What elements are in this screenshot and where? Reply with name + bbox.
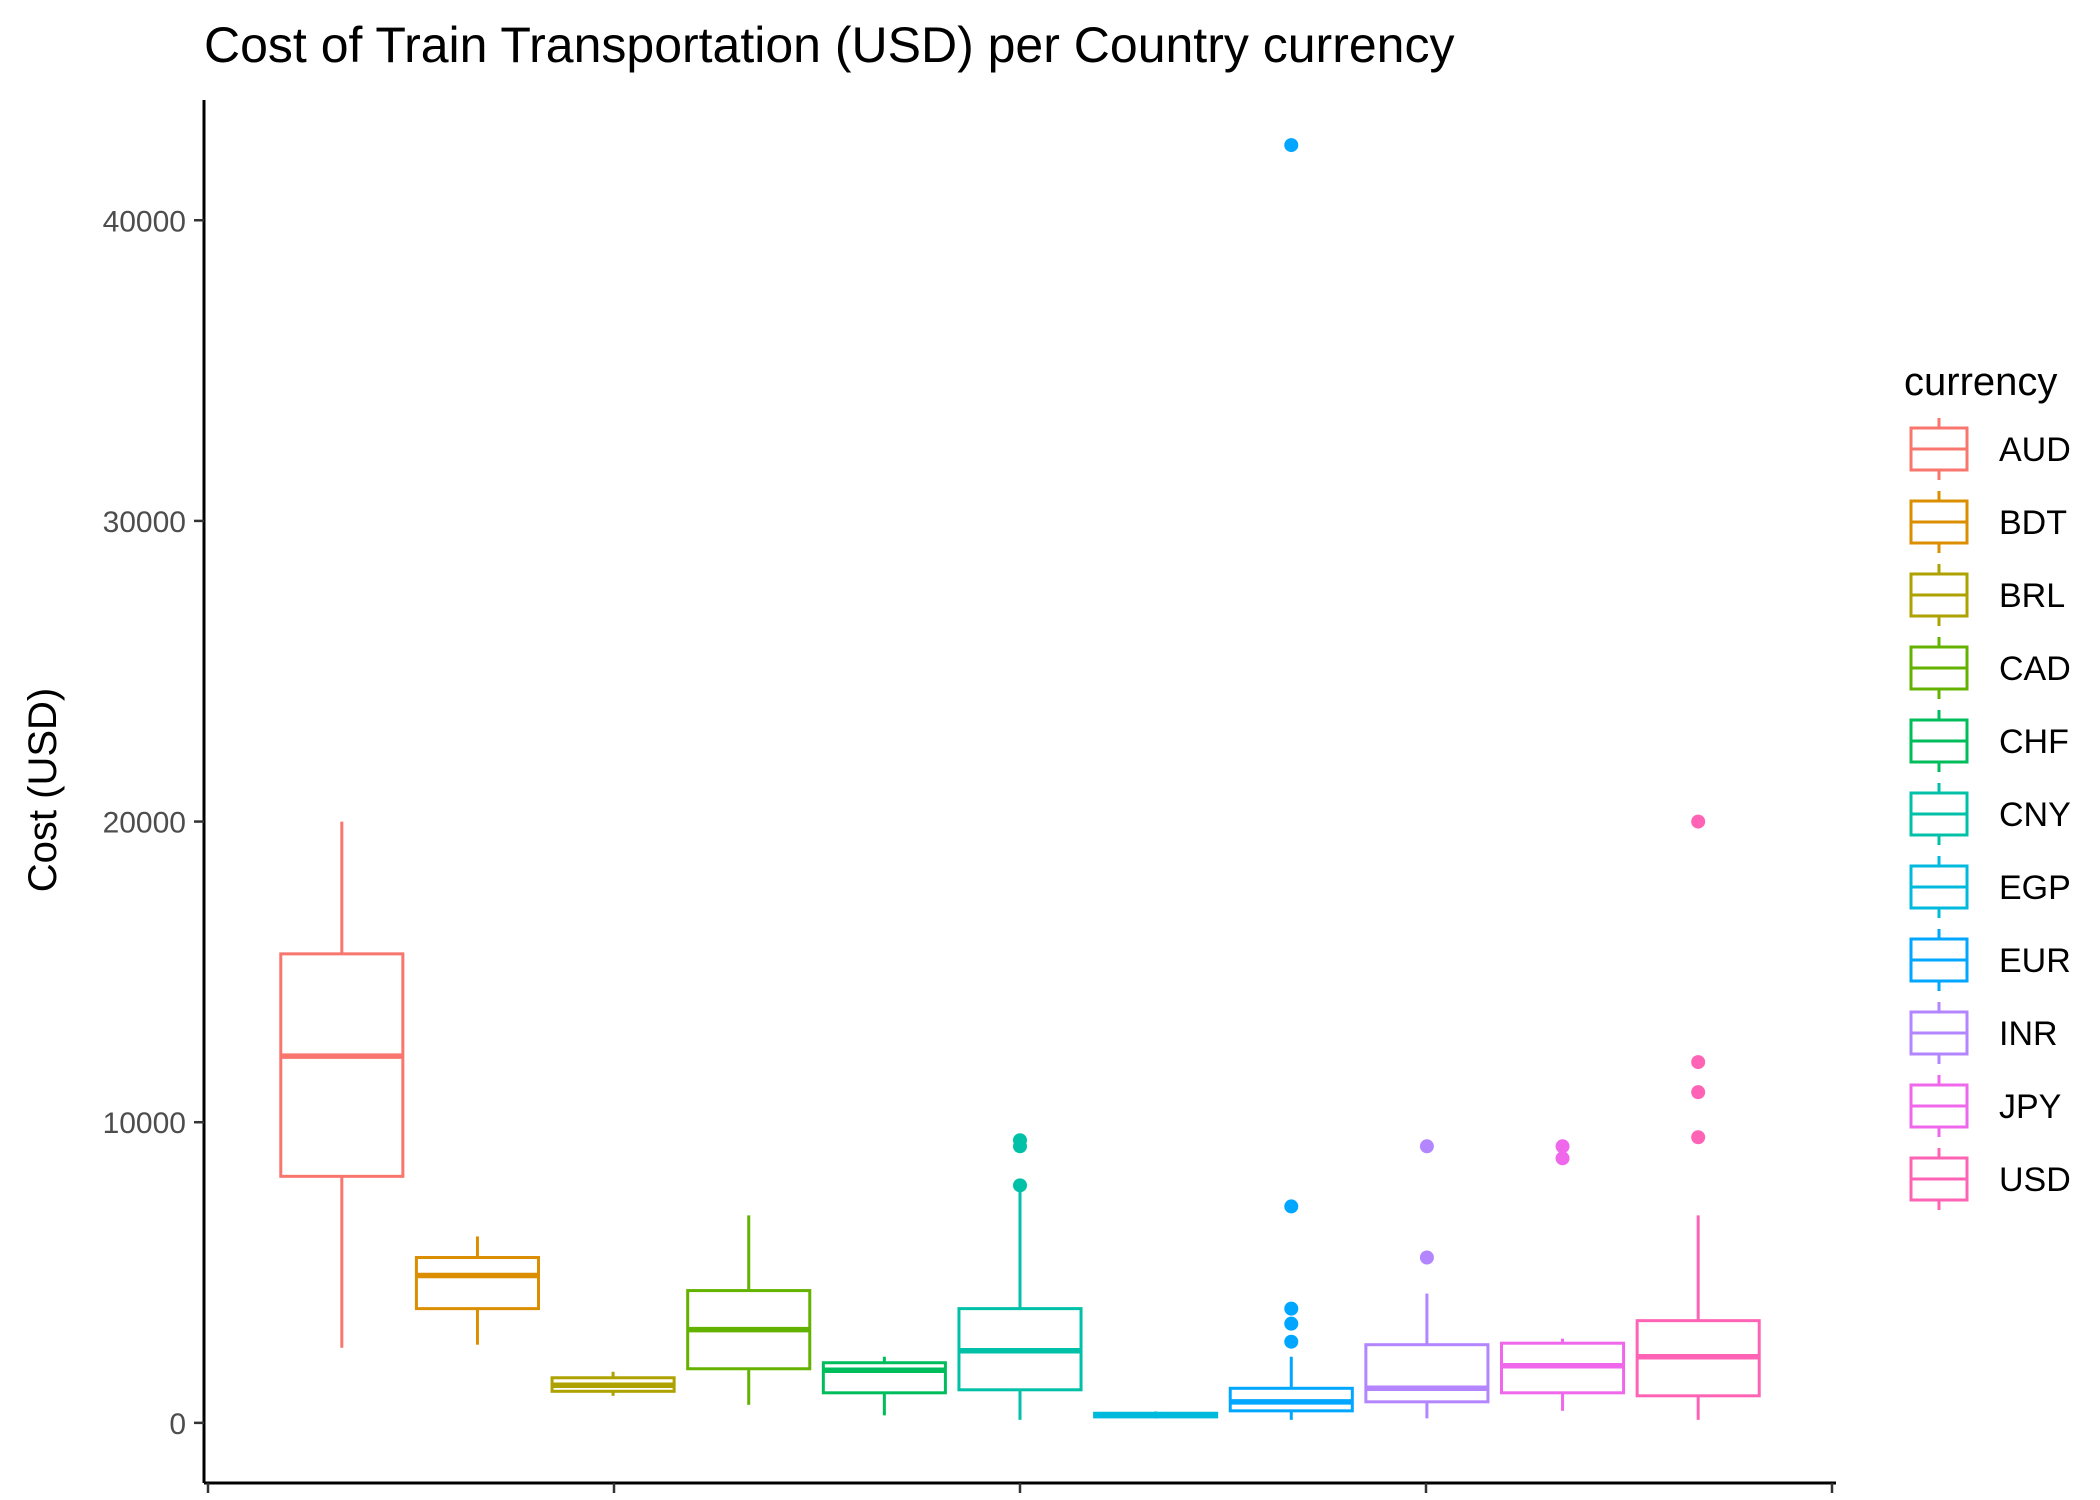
outlier-point (1691, 1130, 1706, 1145)
legend-label: CHF (1999, 723, 2069, 761)
legend-label: JPY (1999, 1088, 2061, 1126)
box-brl (550, 1371, 676, 1396)
outlier-point (1013, 1178, 1027, 1193)
outlier-point (1013, 1133, 1027, 1148)
x-ticks (206, 1483, 1834, 1493)
legend-label: BRL (1999, 577, 2065, 615)
legend-item-inr: INR (1909, 1002, 2058, 1064)
legend-item-egp: EGP (1909, 856, 2071, 918)
legend-item-cad: CAD (1909, 637, 2071, 699)
outlier-point (1284, 1334, 1299, 1349)
y-tick-label: 40000 (103, 205, 186, 238)
legend: AUD BDT BRL CAD CHF CNY EGP EUR INR JPY USD (1909, 418, 2071, 1210)
y-tick-label: 0 (169, 1408, 186, 1441)
outlier-point (1284, 1301, 1299, 1316)
legend-label: CAD (1999, 650, 2071, 688)
legend-item-eur: EUR (1909, 929, 2071, 991)
box-iqr (1364, 1343, 1490, 1404)
legend-label: EUR (1999, 942, 2071, 980)
y-axis-label: Cost (USD) (21, 688, 65, 892)
box-inr (1364, 1139, 1490, 1419)
legend-item-chf: CHF (1909, 710, 2069, 772)
y-tick-label: 10000 (103, 1107, 186, 1140)
legend-item-brl: BRL (1909, 564, 2065, 626)
box-chf (821, 1356, 947, 1416)
box-cny (957, 1133, 1083, 1420)
legend-item-cny: CNY (1909, 783, 2071, 845)
box-iqr (821, 1361, 947, 1395)
box-iqr (279, 952, 405, 1178)
legend-item-jpy: JPY (1909, 1075, 2061, 1137)
box-egp (1093, 1411, 1219, 1419)
legend-label: CNY (1999, 796, 2071, 834)
outlier-point (1419, 1139, 1434, 1154)
outlier-point (1284, 1316, 1299, 1331)
outlier-point (1691, 1055, 1706, 1070)
legend-label: USD (1999, 1161, 2071, 1199)
box-jpy (1500, 1139, 1626, 1411)
legend-label: BDT (1999, 504, 2067, 542)
outlier-point (1691, 1085, 1706, 1100)
outlier-point (1284, 1199, 1299, 1214)
y-tick-label: 20000 (103, 807, 186, 840)
legend-item-bdt: BDT (1909, 491, 2067, 553)
outlier-point (1419, 1250, 1434, 1265)
outlier-point (1555, 1151, 1570, 1166)
outlier-point (1691, 814, 1706, 829)
legend-item-aud: AUD (1909, 418, 2071, 480)
box-cad (686, 1215, 812, 1405)
legend-label: AUD (1999, 431, 2071, 469)
y-ticks: 0 10000 20000 30000 40000 (103, 205, 204, 1441)
box-bdt (414, 1236, 540, 1345)
box-aud (279, 821, 405, 1348)
box-eur (1228, 138, 1354, 1420)
legend-item-usd: USD (1909, 1148, 2071, 1210)
box-iqr (414, 1256, 540, 1311)
legend-label: INR (1999, 1015, 2058, 1053)
box-usd (1635, 814, 1761, 1420)
outlier-point (1284, 138, 1299, 153)
y-tick-label: 30000 (103, 506, 186, 539)
legend-label: EGP (1999, 869, 2071, 907)
legend-title: currency (1904, 360, 2057, 404)
outlier-point (1555, 1139, 1570, 1154)
boxes (279, 138, 1761, 1420)
chart-title: Cost of Train Transportation (USD) per C… (204, 17, 1454, 73)
